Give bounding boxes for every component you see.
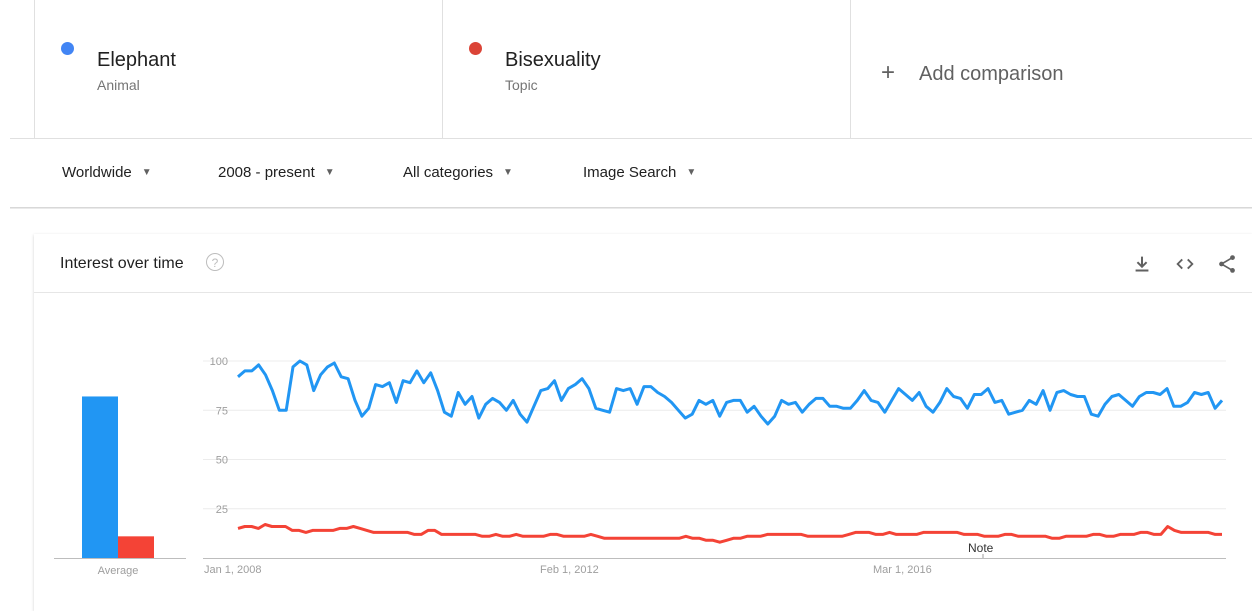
y-tick-label: 25: [216, 504, 228, 516]
average-label: Average: [98, 565, 139, 577]
y-tick-label: 75: [216, 405, 228, 417]
help-icon[interactable]: ?: [206, 253, 224, 271]
filter-label: Worldwide: [62, 164, 132, 181]
series-color-dot-elephant: [61, 42, 74, 55]
search-terms-row: Elephant Animal Bisexuality Topic + Add …: [0, 0, 1252, 140]
embed-code-icon[interactable]: [1174, 253, 1196, 275]
term-card-elephant[interactable]: Elephant Animal: [34, 0, 442, 138]
interest-over-time-chart: Average 25 50 75 100 Jan 1, 2008 Feb 1, 201…: [54, 356, 1226, 577]
category-filter-dropdown[interactable]: All categories ▼: [403, 164, 513, 181]
card-header: Interest over time ?: [34, 234, 1252, 293]
chart-note-annotation[interactable]: Note: [968, 541, 994, 555]
term-card-bisexuality[interactable]: Bisexuality Topic: [442, 0, 850, 138]
series-lines: [237, 359, 1224, 544]
time-range-filter-dropdown[interactable]: 2008 - present ▼: [218, 164, 335, 181]
chart-grid: [203, 360, 1226, 510]
average-chart: Average: [54, 396, 186, 577]
plus-icon: +: [881, 59, 896, 86]
caret-down-icon: ▼: [503, 167, 513, 178]
x-tick-label: Mar 1, 2016: [873, 564, 932, 576]
caret-down-icon: ▼: [324, 167, 335, 178]
share-icon[interactable]: [1216, 253, 1238, 275]
add-comparison-button[interactable]: + Add comparison: [850, 0, 1252, 138]
card-title: Interest over time: [60, 255, 184, 272]
download-icon[interactable]: [1131, 253, 1153, 275]
x-axis-ticks: Jan 1, 2008 Feb 1, 2012 Mar 1, 2016: [204, 564, 932, 576]
term-name[interactable]: Elephant: [97, 49, 176, 71]
caret-down-icon: ▼: [686, 167, 697, 178]
interest-over-time-card: Interest over time ? Average 25 50 75 100 J…: [34, 234, 1252, 611]
x-tick-label: Jan 1, 2008: [204, 564, 262, 576]
y-axis-ticks: 25 50 75 100: [210, 356, 228, 516]
search-type-filter-dropdown[interactable]: Image Search ▼: [583, 164, 696, 181]
location-filter-dropdown[interactable]: Worldwide ▼: [62, 164, 152, 181]
filter-bar-shadow: [10, 207, 1252, 209]
filter-bar: Worldwide ▼ 2008 - present ▼ All categorie…: [0, 150, 1252, 208]
term-type: Topic: [505, 77, 538, 93]
filter-label: All categories: [403, 164, 494, 181]
y-tick-label: 50: [216, 455, 228, 467]
average-bar-elephant: [82, 396, 118, 558]
filter-label: 2008 - present: [218, 164, 315, 181]
series-line-elephant[interactable]: [237, 359, 1224, 426]
x-tick-label: Feb 1, 2012: [540, 564, 599, 576]
term-name[interactable]: Bisexuality: [505, 49, 601, 71]
average-bar-bisexuality: [118, 536, 154, 558]
series-color-dot-bisexuality: [469, 42, 482, 55]
y-tick-label: 100: [210, 356, 228, 368]
term-type: Animal: [97, 77, 140, 93]
filter-label: Image Search: [583, 164, 677, 181]
series-line-bisexuality[interactable]: [237, 523, 1222, 544]
add-comparison-label[interactable]: Add comparison: [919, 63, 1064, 85]
divider: [10, 138, 1252, 139]
caret-down-icon: ▼: [141, 167, 152, 178]
